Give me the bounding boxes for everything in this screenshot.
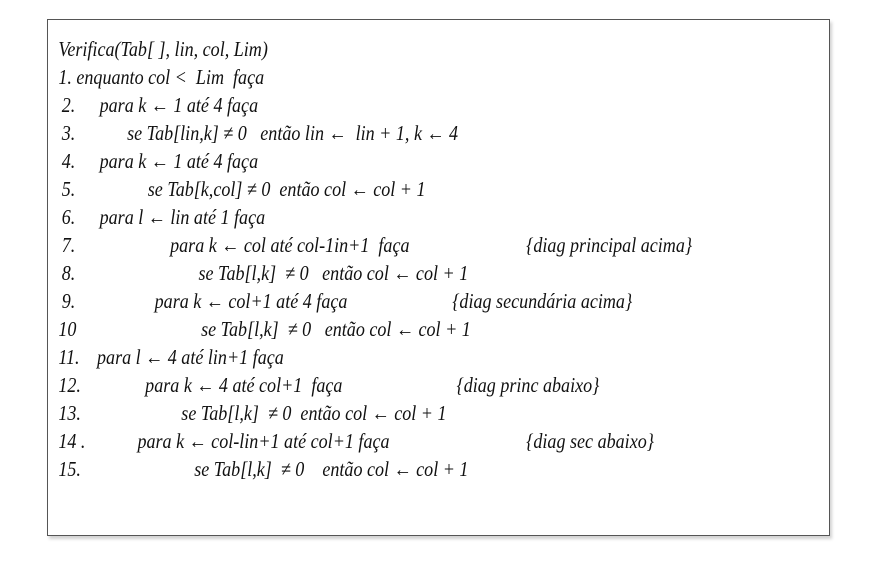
code-line-15: 15. se Tab[l,k] ≠ 0 então col ← col + 1	[48, 454, 468, 484]
code-line-14: 14 . para k ← col-lin+1 até col+1 faça {…	[48, 426, 654, 456]
line-code: se Tab[l,k] ≠ 0 então col ← col + 1	[201, 317, 471, 341]
line-code: para k ← col-lin+1 até col+1 faça	[137, 429, 390, 453]
line-number: 11.	[58, 345, 80, 369]
line-number: 8.	[61, 261, 76, 285]
algorithm-box: Verifica(Tab[ ], lin, col, Lim) 1. enqua…	[47, 19, 830, 536]
line-code: para k ← col até col-1in+1 faça	[170, 233, 410, 257]
line-code: para l ← lin até 1 faça	[99, 205, 266, 229]
line-number: 9.	[61, 289, 76, 313]
line-comment: {diag principal acima}	[526, 233, 693, 257]
line-number: 15.	[58, 457, 81, 481]
code-line-1: 1. enquanto col < Lim faça	[48, 62, 264, 92]
line-number: 7.	[61, 233, 76, 257]
line-number: 12.	[58, 373, 81, 397]
line-code: se Tab[l,k] ≠ 0 então col ← col + 1	[198, 261, 469, 285]
code-line-3: 3. se Tab[lin,k] ≠ 0 então lin ← lin + 1…	[48, 118, 458, 148]
line-code: enquanto col < Lim faça	[76, 65, 265, 89]
line-code: para k ← 4 até col+1 faça	[145, 373, 343, 397]
algorithm-header: Verifica(Tab[ ], lin, col, Lim)	[48, 34, 268, 64]
line-number: 3.	[61, 121, 76, 145]
line-number: 4.	[61, 149, 76, 173]
line-code: para k ← 1 até 4 faça	[99, 149, 259, 173]
code-line-2: 2. para k ← 1 até 4 faça	[48, 90, 258, 120]
code-line-13: 13. se Tab[l,k] ≠ 0 então col ← col + 1	[48, 398, 446, 428]
code-line-5: 5. se Tab[k,col] ≠ 0 então col ← col + 1	[48, 174, 426, 204]
line-comment: {diag secundária acima}	[452, 289, 633, 313]
line-code: se Tab[l,k] ≠ 0 então col ← col + 1	[194, 457, 469, 481]
code-line-6: 6. para l ← lin até 1 faça	[48, 202, 265, 232]
line-number: 1.	[58, 65, 72, 89]
line-number: 2.	[61, 93, 76, 117]
line-number: 14 .	[58, 429, 86, 453]
line-code: para k ← 1 até 4 faça	[99, 93, 259, 117]
code-line-10: 10 se Tab[l,k] ≠ 0 então col ← col + 1	[48, 314, 471, 344]
line-code: para l ← 4 até lin+1 faça	[97, 345, 284, 369]
line-comment: {diag sec abaixo}	[526, 429, 654, 453]
code-line-9: 9. para k ← col+1 até 4 faça {diag secun…	[48, 286, 632, 316]
line-code: se Tab[k,col] ≠ 0 então col ← col + 1	[147, 177, 426, 201]
line-code: para k ← col+1 até 4 faça	[154, 289, 348, 313]
line-comment: {diag princ abaixo}	[456, 373, 600, 397]
line-code: se Tab[lin,k] ≠ 0 então lin ← lin + 1, k…	[127, 121, 459, 145]
line-number: 10	[58, 317, 77, 341]
code-line-4: 4. para k ← 1 até 4 faça	[48, 146, 258, 176]
code-line-12: 12. para k ← 4 até col+1 faça {diag prin…	[48, 370, 599, 400]
line-number: 5.	[61, 177, 76, 201]
header-text: Verifica(Tab[ ], lin, col, Lim)	[58, 37, 268, 61]
line-number: 6.	[61, 205, 76, 229]
code-line-11: 11. para l ← 4 até lin+1 faça	[48, 342, 283, 372]
code-line-7: 7. para k ← col até col-1in+1 faça {diag…	[48, 230, 692, 260]
code-line-8: 8. se Tab[l,k] ≠ 0 então col ← col + 1	[48, 258, 468, 288]
line-number: 13.	[58, 401, 81, 425]
line-code: se Tab[l,k] ≠ 0 então col ← col + 1	[181, 401, 447, 425]
